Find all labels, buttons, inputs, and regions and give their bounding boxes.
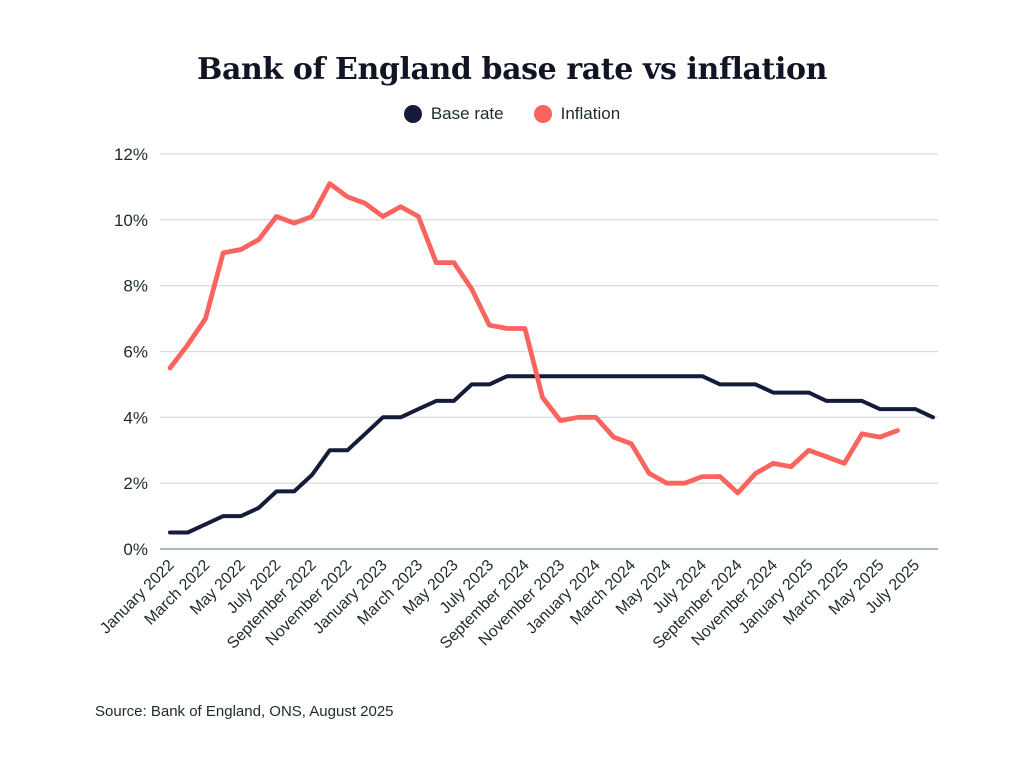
- legend-label-base-rate: Base rate: [430, 104, 504, 123]
- base-rate-dot-icon: [403, 105, 422, 123]
- inflation-line: [167, 181, 900, 496]
- legend-item-inflation: Inflation: [533, 104, 621, 124]
- y-tick-label: 8%: [123, 277, 148, 296]
- legend-item-base-rate: Base rate: [403, 104, 504, 124]
- y-tick-label: 10%: [114, 211, 148, 230]
- inflation-dot-icon: [533, 105, 552, 123]
- legend-label-inflation: Inflation: [560, 104, 621, 123]
- y-tick-label: 4%: [123, 408, 148, 427]
- page-title: Bank of England base rate vs inflation: [197, 52, 827, 87]
- y-tick-label: 6%: [123, 343, 148, 362]
- base-rate-line: [168, 374, 935, 535]
- y-tick-label: 0%: [123, 540, 148, 559]
- source-note: Source: Bank of England, ONS, August 202…: [95, 703, 394, 720]
- y-tick-label: 12%: [114, 145, 148, 164]
- legend: Base rate Inflation: [0, 104, 1024, 124]
- y-tick-label: 2%: [123, 474, 148, 493]
